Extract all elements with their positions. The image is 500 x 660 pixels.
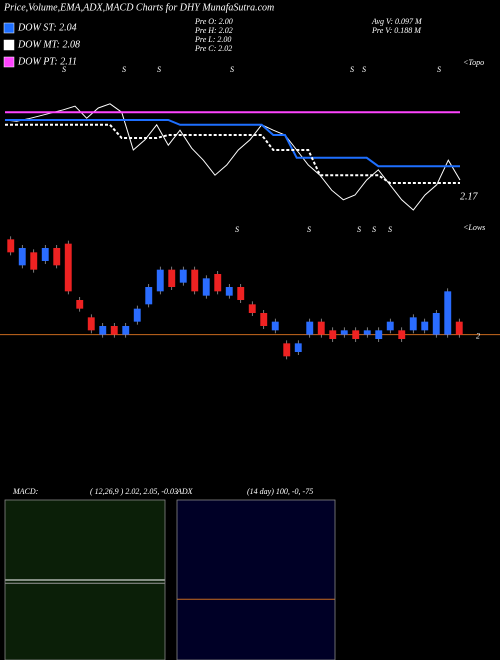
legend-label: DOW MT: 2.08 — [17, 39, 80, 50]
candle-body — [30, 252, 38, 270]
legend-swatch — [3, 39, 15, 51]
chart-title: Price,Volume,EMA,ADX,MACD Charts for DHY… — [3, 2, 274, 13]
marker: S — [307, 225, 311, 234]
stat: Pre V: 0.188 M — [371, 26, 422, 35]
panel-params: ( 12,26,9 ) 2.02, 2.05, -0.03 — [90, 487, 178, 496]
candle-body — [214, 274, 222, 292]
marker: S — [157, 65, 161, 74]
panel-border — [4, 499, 166, 660]
candle-body — [53, 248, 61, 266]
candle-body — [363, 330, 371, 335]
panel-border — [176, 499, 336, 660]
panel-label: MACD: — [12, 487, 39, 496]
candle-body — [340, 330, 348, 335]
marker: S — [230, 65, 234, 74]
marker: S — [388, 225, 392, 234]
panel-bg — [177, 500, 335, 660]
candle-body — [7, 239, 15, 253]
marker: S — [62, 65, 66, 74]
candle-body — [110, 326, 118, 335]
marker: S — [437, 65, 441, 74]
stat: Pre O: 2.00 — [194, 17, 233, 26]
candle-body — [329, 330, 337, 339]
candle-body — [64, 243, 72, 292]
candle-body — [156, 269, 164, 292]
stat: Pre H: 2.02 — [194, 26, 233, 35]
stat: Avg V: 0.097 M — [371, 17, 423, 26]
candle-body — [76, 300, 84, 309]
legend-swatch — [3, 22, 15, 34]
candle-body — [237, 287, 245, 300]
candle-body — [260, 313, 268, 326]
legend-swatch — [3, 56, 15, 68]
marker: S — [362, 65, 366, 74]
candle-body — [444, 291, 452, 335]
candle-body — [306, 321, 314, 335]
reference-label: 2 — [476, 331, 480, 340]
candle-body — [99, 326, 107, 335]
candle-body — [145, 287, 153, 305]
panel-label: ADX — [176, 487, 194, 496]
corner-label: <Lows — [463, 223, 485, 232]
series-line — [5, 123, 460, 184]
candle-body — [455, 321, 463, 335]
candle-body — [41, 248, 49, 261]
candle-body — [409, 317, 417, 331]
panel-params: (14 day) 100, -0, -75 — [247, 487, 313, 496]
candle-body — [122, 326, 130, 335]
corner-label: <Topo — [463, 58, 484, 67]
price-label: 2.17 — [460, 191, 479, 202]
candle-body — [191, 269, 199, 292]
marker: S — [350, 65, 354, 74]
marker: S — [372, 225, 376, 234]
candle-body — [271, 321, 279, 331]
candle-body — [352, 330, 360, 339]
candle-body — [421, 321, 429, 331]
candle-body — [18, 248, 26, 266]
marker: S — [357, 225, 361, 234]
candle-body — [248, 304, 256, 313]
candle-body — [386, 321, 394, 331]
candle-body — [317, 321, 325, 335]
candle-body — [294, 343, 302, 352]
candle-body — [225, 287, 233, 296]
marker: S — [122, 65, 126, 74]
candle-body — [375, 330, 383, 339]
legend-label: DOW ST: 2.04 — [17, 22, 77, 33]
series-line — [5, 119, 460, 168]
candle-body — [398, 330, 406, 339]
marker: S — [235, 225, 239, 234]
candle-body — [168, 269, 176, 287]
candle-body — [133, 308, 141, 322]
candle-body — [283, 343, 291, 357]
stat: Pre C: 2.02 — [194, 44, 232, 53]
candle-body — [432, 313, 440, 335]
candle-body — [179, 269, 187, 283]
candle-body — [87, 317, 95, 331]
legend-label: DOW PT: 2.11 — [17, 56, 77, 67]
stat: Pre L: 2.00 — [194, 35, 231, 44]
candle-body — [202, 278, 210, 296]
